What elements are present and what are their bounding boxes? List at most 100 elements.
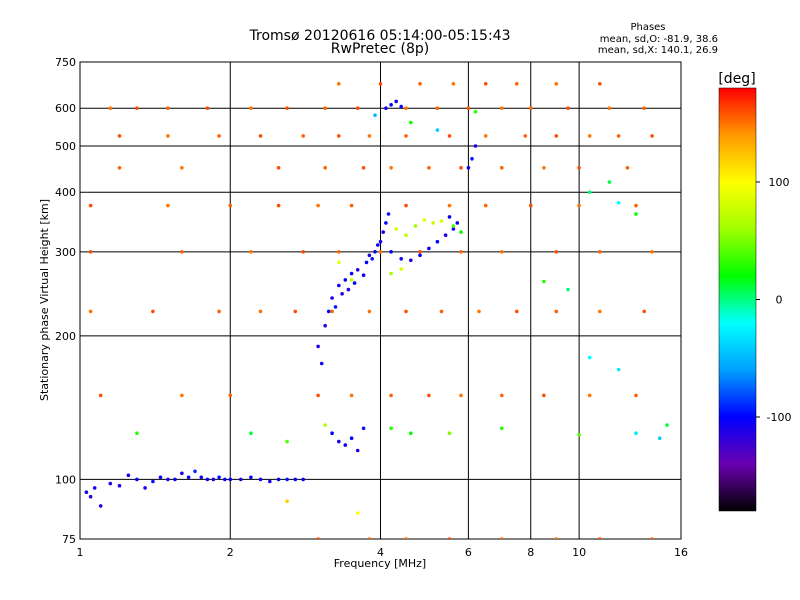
data-point bbox=[276, 166, 281, 170]
data-point bbox=[657, 436, 662, 441]
data-points bbox=[84, 82, 669, 539]
data-point bbox=[650, 537, 654, 539]
data-point bbox=[418, 250, 422, 254]
data-point bbox=[323, 106, 328, 110]
colorbar bbox=[718, 87, 757, 512]
y-tick-label: 750 bbox=[55, 56, 76, 69]
data-point bbox=[316, 393, 320, 398]
data-point bbox=[566, 106, 570, 110]
data-point bbox=[404, 134, 408, 138]
data-point bbox=[293, 477, 298, 482]
data-point bbox=[554, 82, 559, 86]
data-point bbox=[276, 477, 281, 482]
data-point bbox=[117, 483, 122, 488]
data-point bbox=[554, 309, 559, 314]
data-point bbox=[180, 250, 184, 254]
data-point bbox=[500, 166, 504, 170]
data-point bbox=[447, 203, 452, 208]
data-point bbox=[330, 431, 334, 436]
data-point bbox=[607, 180, 612, 184]
data-point bbox=[650, 250, 654, 254]
data-point bbox=[447, 431, 452, 436]
data-point bbox=[326, 309, 331, 314]
data-point bbox=[349, 393, 354, 398]
data-point bbox=[389, 103, 393, 107]
data-point bbox=[117, 134, 122, 138]
data-point bbox=[515, 82, 519, 86]
data-point bbox=[337, 283, 341, 288]
data-point bbox=[500, 250, 504, 254]
data-point bbox=[180, 166, 184, 170]
data-point bbox=[92, 486, 97, 490]
data-point bbox=[217, 309, 221, 314]
y-tick-label: 100 bbox=[55, 473, 76, 486]
data-point bbox=[447, 215, 452, 219]
data-point bbox=[389, 166, 393, 170]
data-point bbox=[151, 309, 155, 314]
y-axis-ticks: 75 100 200 300 400 500 600 750 bbox=[55, 56, 76, 546]
y-tick-label: 400 bbox=[55, 186, 76, 199]
data-point bbox=[542, 166, 546, 170]
data-point bbox=[587, 355, 592, 360]
data-point bbox=[577, 166, 581, 170]
data-point bbox=[409, 431, 413, 436]
data-point bbox=[431, 221, 436, 225]
x-axis-label: Frequency [MHz] bbox=[334, 557, 426, 570]
data-point bbox=[337, 260, 341, 265]
y-tick-label: 500 bbox=[55, 140, 76, 153]
data-point bbox=[301, 134, 306, 138]
data-point bbox=[386, 212, 391, 216]
data-point bbox=[523, 134, 528, 138]
data-point bbox=[404, 537, 408, 539]
data-point bbox=[285, 439, 289, 444]
data-point bbox=[135, 431, 139, 436]
x-tick-label: 4 bbox=[377, 546, 384, 559]
chart-subtitle: RwPretec (8p) bbox=[331, 41, 429, 57]
data-point bbox=[285, 106, 289, 110]
data-point bbox=[542, 393, 546, 398]
data-point bbox=[634, 393, 638, 398]
data-point bbox=[459, 230, 463, 234]
data-point bbox=[173, 477, 177, 482]
data-point bbox=[211, 477, 216, 482]
data-point bbox=[607, 106, 612, 110]
y-tick-label: 200 bbox=[55, 330, 76, 343]
data-point bbox=[364, 260, 369, 265]
data-point bbox=[249, 475, 253, 480]
data-point bbox=[367, 253, 372, 258]
data-point bbox=[642, 309, 646, 314]
stats-line-o: mean, sd,O: -81.9, 38.6 bbox=[600, 34, 718, 45]
data-point bbox=[399, 267, 404, 271]
data-point bbox=[343, 278, 348, 282]
data-point bbox=[455, 221, 460, 225]
data-point bbox=[373, 250, 377, 254]
x-tick-label: 2 bbox=[227, 546, 234, 559]
data-point bbox=[473, 109, 478, 114]
data-point bbox=[340, 292, 344, 296]
data-point bbox=[343, 443, 348, 447]
data-point bbox=[427, 246, 431, 251]
data-point bbox=[349, 203, 354, 208]
data-point bbox=[249, 250, 253, 254]
data-point bbox=[381, 230, 386, 234]
data-point bbox=[427, 166, 431, 170]
data-point bbox=[459, 393, 463, 398]
data-point bbox=[217, 475, 221, 480]
data-point bbox=[276, 203, 281, 208]
data-point bbox=[108, 106, 113, 110]
colorbar-label: [deg] bbox=[718, 71, 755, 87]
data-point bbox=[108, 481, 113, 486]
data-point bbox=[349, 436, 354, 441]
data-point bbox=[483, 203, 488, 208]
data-point bbox=[186, 475, 191, 480]
data-point bbox=[378, 82, 383, 86]
data-point bbox=[166, 106, 170, 110]
data-point bbox=[409, 258, 413, 263]
data-point bbox=[355, 268, 360, 272]
data-point bbox=[330, 296, 334, 300]
data-point bbox=[473, 144, 478, 148]
data-point bbox=[301, 250, 306, 254]
data-point bbox=[285, 477, 289, 482]
data-point bbox=[616, 134, 621, 138]
data-point bbox=[529, 106, 533, 110]
